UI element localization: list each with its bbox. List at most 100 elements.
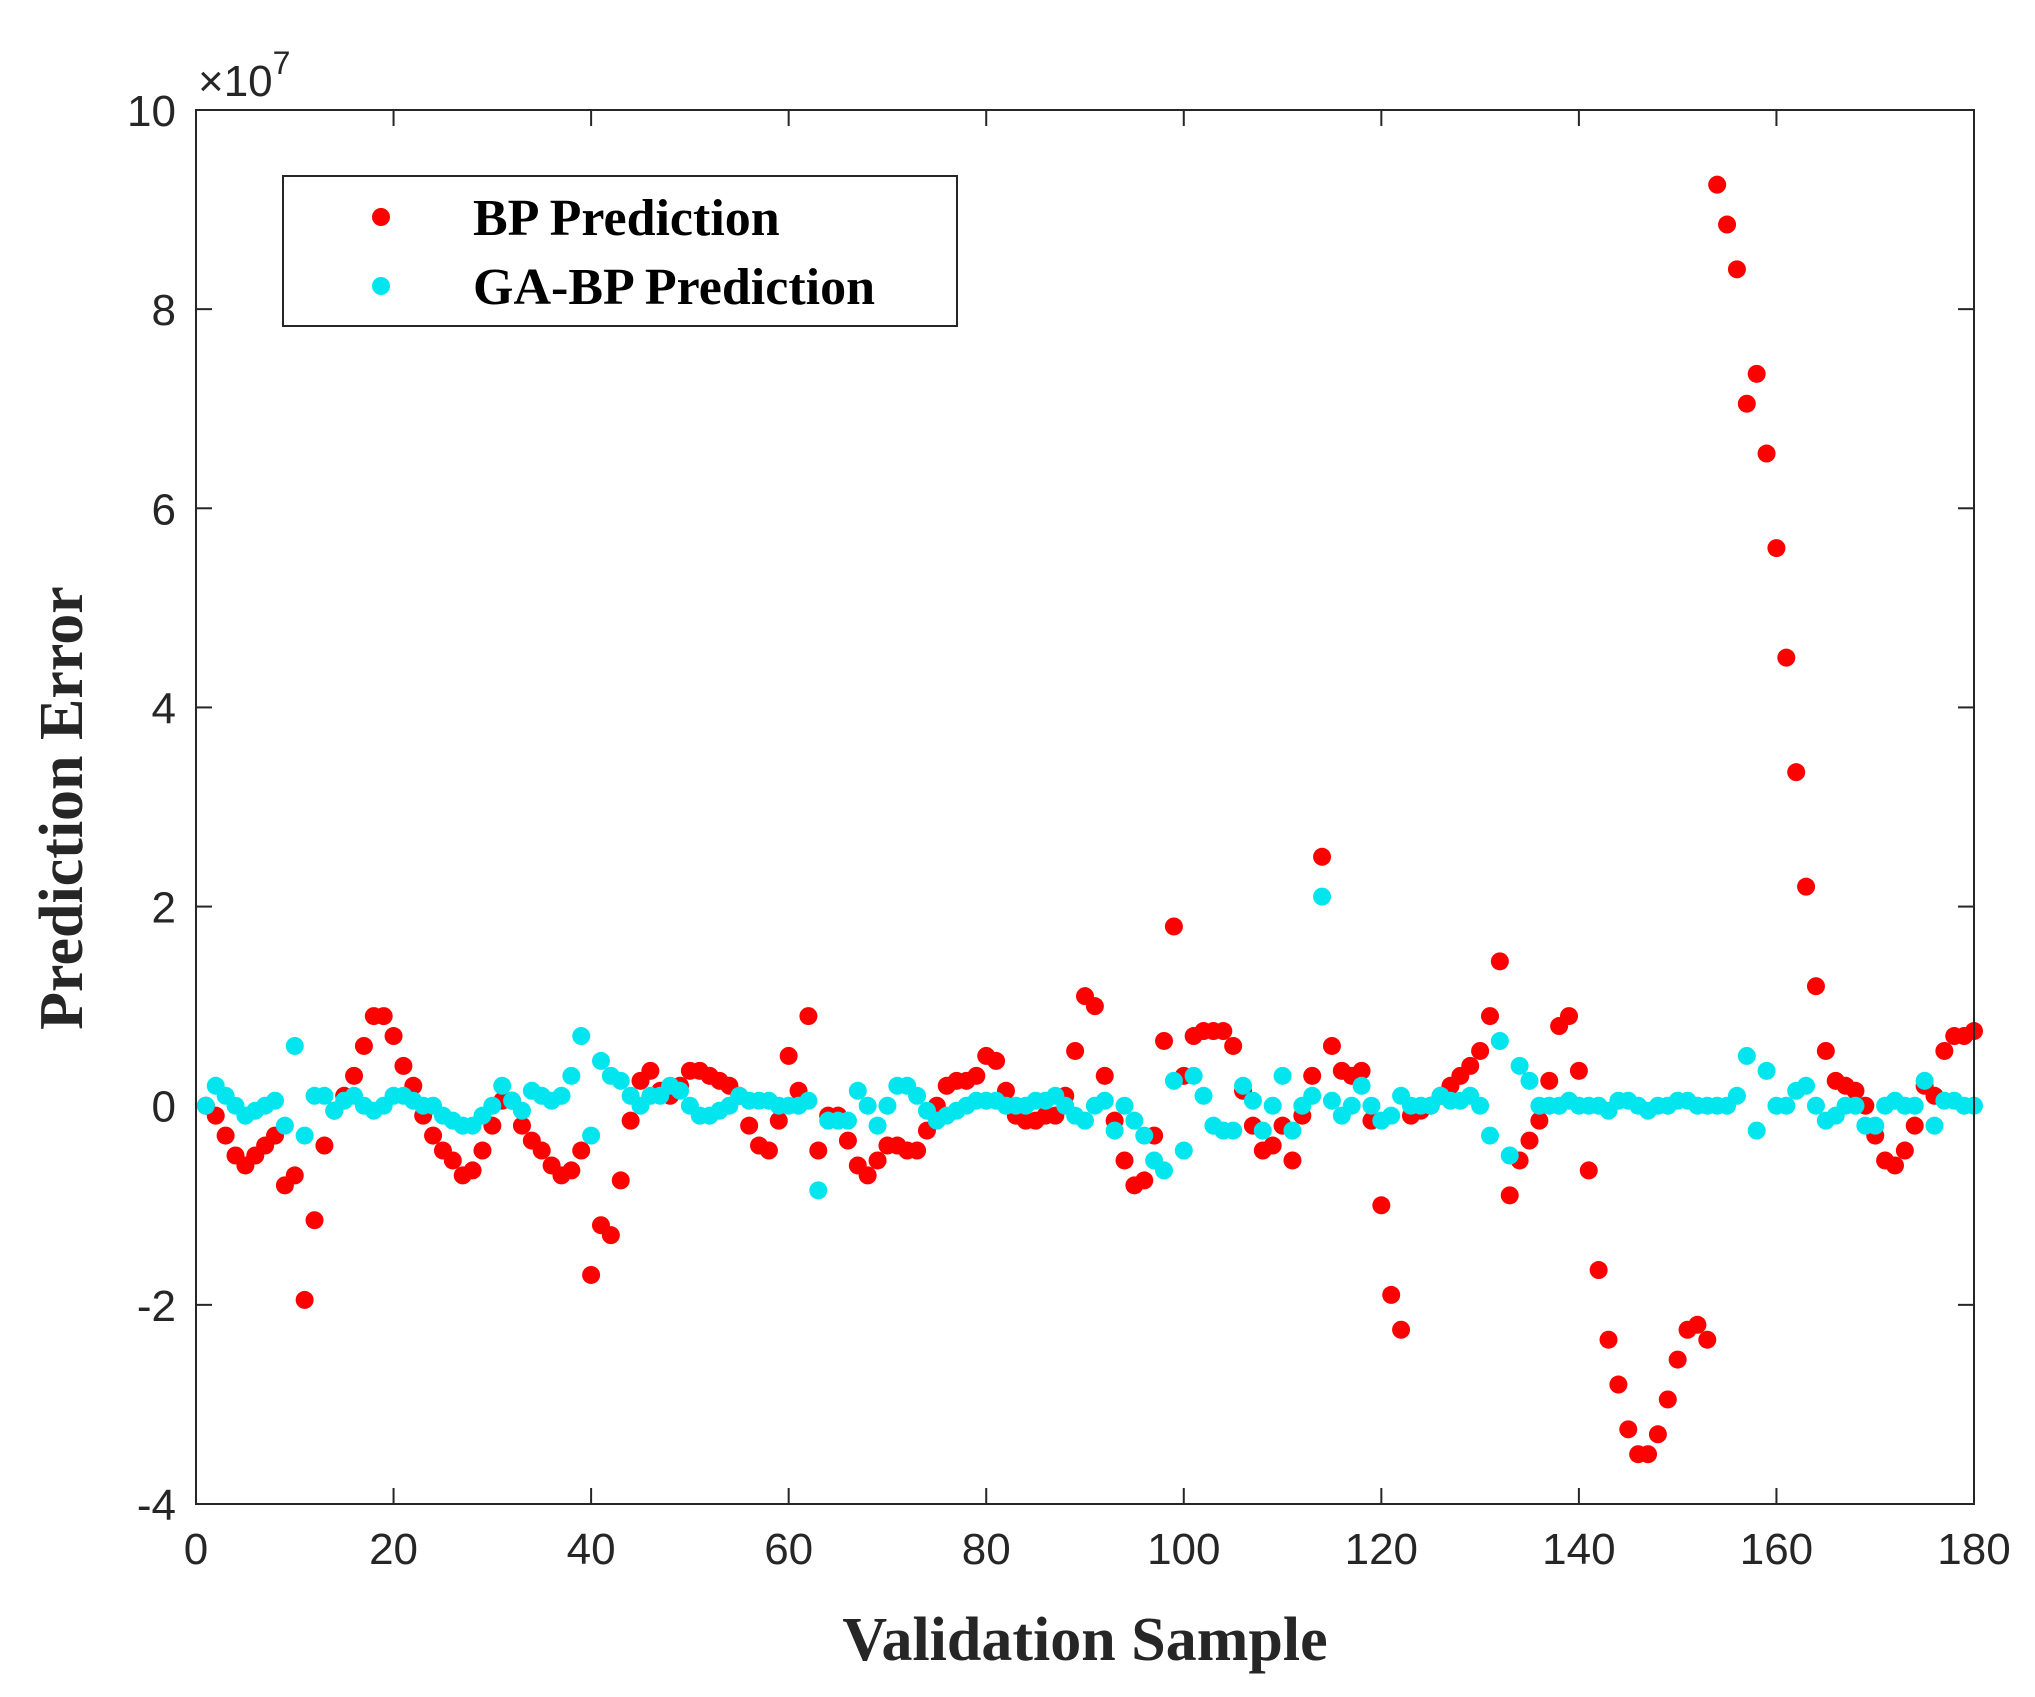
bp-point (1500, 1186, 1519, 1205)
bp-point (216, 1126, 235, 1145)
y-axis-title: Prediction Error (28, 586, 96, 1030)
bp-point (967, 1066, 986, 1085)
bp-point (1372, 1196, 1391, 1215)
bp-point (1885, 1156, 1904, 1175)
bp-point (1935, 1041, 1954, 1060)
bp-point (759, 1141, 778, 1160)
gabp-point (315, 1086, 334, 1105)
gabp-point (1490, 1031, 1509, 1050)
gabp-point (1342, 1096, 1361, 1115)
gabp-point (1500, 1146, 1519, 1165)
gabp-point (1115, 1096, 1134, 1115)
bp-point (374, 1007, 393, 1026)
gabp-point (1797, 1076, 1816, 1095)
bp-point (345, 1066, 364, 1085)
bp-point (611, 1171, 630, 1190)
bp-point (1540, 1071, 1559, 1090)
gabp-point (1273, 1066, 1292, 1085)
gabp-point (1382, 1106, 1401, 1125)
legend-marker-bp (372, 208, 390, 226)
bp-point (838, 1131, 857, 1150)
x-axis-title: Validation Sample (842, 1606, 1327, 1674)
gabp-point (572, 1027, 591, 1046)
bp-point (1352, 1061, 1371, 1080)
gabp-point (196, 1096, 215, 1115)
series-gabp (196, 887, 1983, 1200)
gabp-point (582, 1126, 601, 1145)
gabp-point (671, 1081, 690, 1100)
bp-point (908, 1141, 927, 1160)
bp-point (1313, 847, 1332, 866)
bp-point (1322, 1036, 1341, 1055)
bp-point (1599, 1330, 1618, 1349)
bp-point (1658, 1390, 1677, 1409)
y-tick-label: 4 (152, 684, 176, 733)
x-tick-label: 120 (1345, 1525, 1418, 1574)
bp-point (1639, 1445, 1658, 1464)
bp-point (1609, 1375, 1628, 1394)
bp-point (1777, 648, 1796, 667)
bp-point (1066, 1041, 1085, 1060)
gabp-point (1253, 1121, 1272, 1140)
bp-point (354, 1036, 373, 1055)
bp-point (868, 1151, 887, 1170)
gabp-point (1194, 1086, 1213, 1105)
bp-point (532, 1141, 551, 1160)
gabp-point (1313, 887, 1332, 906)
gabp-point (1727, 1086, 1746, 1105)
gabp-point (809, 1181, 828, 1200)
y-tick-label: -4 (137, 1481, 176, 1530)
gabp-point (591, 1051, 610, 1070)
gabp-point (275, 1116, 294, 1135)
bp-point (1757, 444, 1776, 463)
bp-point (315, 1136, 334, 1155)
plot-frame (195, 109, 1975, 1505)
gabp-point (1125, 1111, 1144, 1130)
gabp-point (562, 1066, 581, 1085)
bp-point (1806, 977, 1825, 996)
bp-point (621, 1111, 640, 1130)
x-tick-label: 60 (764, 1525, 813, 1574)
bp-point (858, 1166, 877, 1185)
bp-point (1846, 1081, 1865, 1100)
bp-point (1382, 1285, 1401, 1304)
bp-point (424, 1126, 443, 1145)
bp-point (1155, 1031, 1174, 1050)
y-tick-label: 6 (152, 485, 176, 534)
gabp-point (908, 1086, 927, 1105)
bp-point (285, 1166, 304, 1185)
bp-point (1579, 1161, 1598, 1180)
bp-point (1135, 1171, 1154, 1190)
gabp-point (1164, 1071, 1183, 1090)
gabp-point (1747, 1121, 1766, 1140)
bp-point (1816, 1041, 1835, 1060)
bp-point (1461, 1056, 1480, 1075)
y-tick-label: -2 (137, 1282, 176, 1331)
bp-point (1905, 1116, 1924, 1135)
bp-point (779, 1046, 798, 1065)
bp-point (601, 1226, 620, 1245)
gabp-point (1174, 1141, 1193, 1160)
bp-point (1797, 877, 1816, 896)
gabp-point (1243, 1091, 1262, 1110)
gabp-point (848, 1081, 867, 1100)
gabp-point (1352, 1076, 1371, 1095)
bp-point (463, 1161, 482, 1180)
x-tick-label: 160 (1740, 1525, 1813, 1574)
y-tick-label: 10 (127, 87, 176, 136)
bp-point (987, 1051, 1006, 1070)
bp-point (769, 1111, 788, 1130)
bp-point (641, 1061, 660, 1080)
bp-point (443, 1151, 462, 1170)
bp-point (1224, 1036, 1243, 1055)
x-tick-label: 20 (369, 1525, 418, 1574)
gabp-point (1915, 1071, 1934, 1090)
gabp-point (1184, 1066, 1203, 1085)
gabp-point (1224, 1121, 1243, 1140)
gabp-point (878, 1096, 897, 1115)
bp-point (1392, 1320, 1411, 1339)
bp-point (473, 1141, 492, 1160)
x-tick-labels: 0 20 40 60 80 100 120 140 160 180 (184, 1525, 2011, 1574)
gabp-point (1322, 1091, 1341, 1110)
